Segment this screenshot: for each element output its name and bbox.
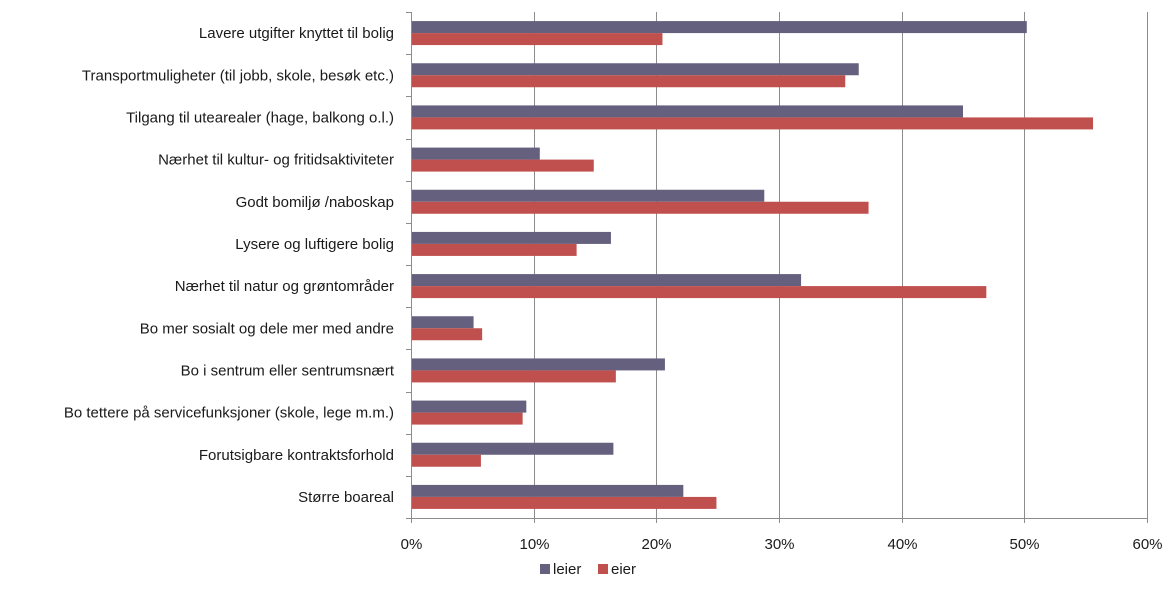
bar-eier-3 xyxy=(412,159,594,172)
bar-leier-11 xyxy=(412,484,684,497)
category-label: Lavere utgifter knyttet til bolig xyxy=(199,25,394,42)
bar-leier-0 xyxy=(412,21,1027,34)
bar-leier-8 xyxy=(412,358,665,371)
legend-swatch-eier xyxy=(598,564,608,574)
bar-leier-10 xyxy=(412,442,614,455)
gridlines xyxy=(534,12,1148,518)
bar-leier-1 xyxy=(412,63,859,76)
x-tick-label: 0% xyxy=(401,536,423,553)
bar-leier-6 xyxy=(412,274,802,287)
bar-eier-11 xyxy=(412,496,717,509)
bar-eier-7 xyxy=(412,328,483,341)
category-label: Nærhet til kultur- og fritidsaktiviteter xyxy=(158,152,394,169)
category-label: Forutsigbare kontraktsforhold xyxy=(199,447,394,464)
category-label: Godt bomiljø /naboskap xyxy=(236,194,394,211)
bar-leier-5 xyxy=(412,231,611,244)
legend-label-eier: eier xyxy=(611,561,636,578)
category-label: Bo i sentrum eller sentrumsnært xyxy=(181,362,395,379)
bar-eier-1 xyxy=(412,75,846,88)
bar-eier-0 xyxy=(412,33,663,46)
x-tick-label: 50% xyxy=(1009,536,1039,553)
bar-eier-6 xyxy=(412,286,987,299)
axes xyxy=(406,12,1148,523)
bar-eier-4 xyxy=(412,201,869,214)
legend-label-leier: leier xyxy=(553,561,581,578)
x-tick-label: 60% xyxy=(1132,536,1162,553)
bar-leier-7 xyxy=(412,316,474,329)
bars xyxy=(412,21,1094,509)
category-label: Bo mer sosialt og dele mer med andre xyxy=(140,320,394,337)
x-tick-labels: 0% 10% 20% 30% 40% 50% 60% xyxy=(401,536,1163,553)
bar-leier-9 xyxy=(412,400,527,413)
category-label: Transportmuligheter (til jobb, skole, be… xyxy=(82,67,394,84)
legend-swatch-leier xyxy=(540,564,550,574)
bar-eier-8 xyxy=(412,370,616,383)
category-label: Lysere og luftigere bolig xyxy=(235,236,394,253)
bar-eier-5 xyxy=(412,243,577,256)
bar-leier-2 xyxy=(412,105,963,118)
bar-eier-9 xyxy=(412,412,523,425)
category-label: Nærhet til natur og grøntområder xyxy=(175,278,394,295)
category-label: Tilgang til utearealer (hage, balkong o.… xyxy=(126,109,394,126)
x-tick-label: 40% xyxy=(887,536,917,553)
category-labels: Lavere utgifter knyttet til bolig Transpo… xyxy=(64,25,395,506)
legend: leier eier xyxy=(540,561,636,578)
bar-eier-2 xyxy=(412,117,1094,130)
x-tick-label: 30% xyxy=(764,536,794,553)
category-label: Bo tettere på servicefunksjoner (skole, … xyxy=(64,405,394,422)
bar-leier-4 xyxy=(412,189,765,202)
x-tick-label: 10% xyxy=(519,536,549,553)
x-tick-label: 20% xyxy=(641,536,671,553)
bar-eier-10 xyxy=(412,454,481,467)
category-label: Større boareal xyxy=(298,489,394,506)
bar-leier-3 xyxy=(412,147,540,160)
